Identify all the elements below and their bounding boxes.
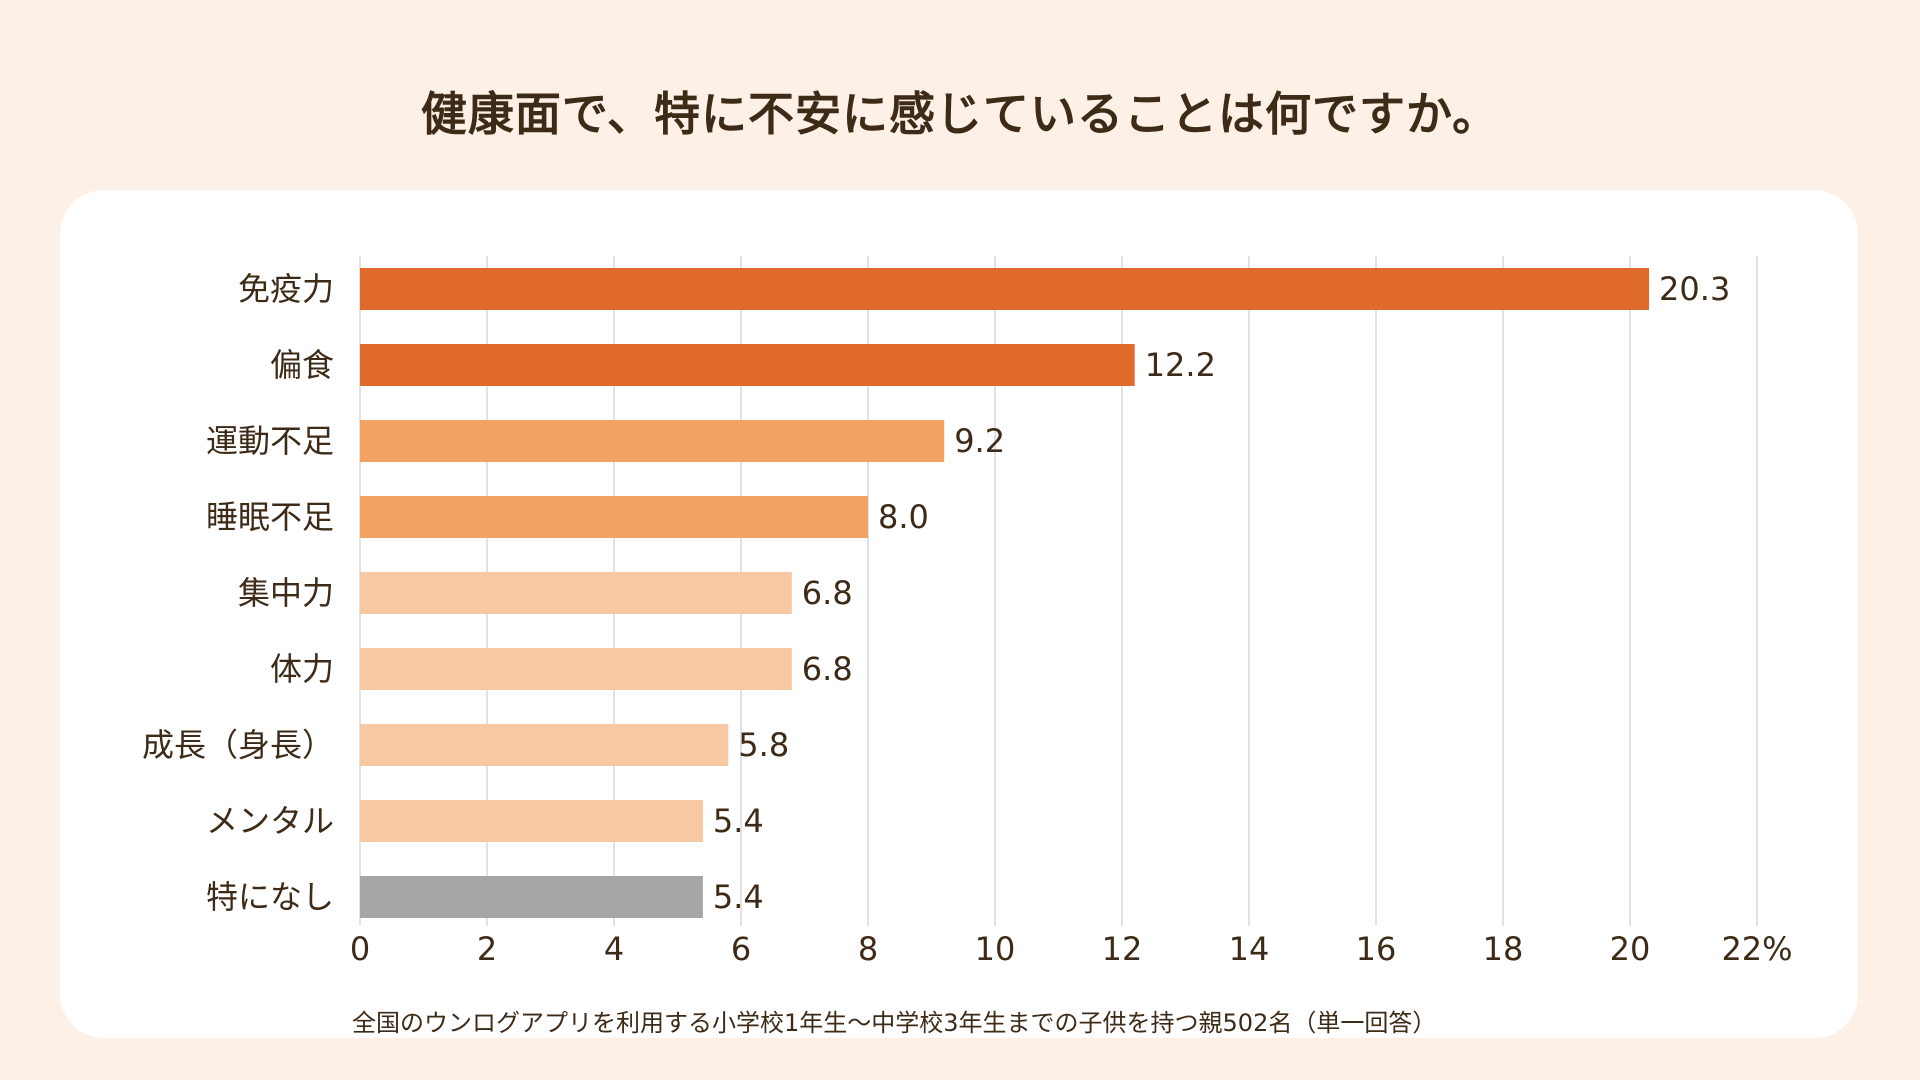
bar-8 [360, 876, 703, 918]
bar-3 [360, 496, 868, 538]
category-label: 体力 [270, 650, 334, 688]
bars [360, 268, 1650, 918]
value-label: 6.8 [802, 574, 853, 612]
bar-7 [360, 800, 703, 842]
category-label: 偏食 [270, 346, 334, 384]
value-label: 5.4 [713, 802, 764, 840]
x-tick-label: 12 [1102, 930, 1143, 968]
category-label: 集中力 [238, 574, 334, 612]
category-label: 特になし [206, 878, 334, 916]
survey-note: 全国のウンログアプリを利用する小学校1年生〜中学校3年生までの子供を持つ親502… [352, 1009, 1437, 1037]
category-label: 運動不足 [206, 422, 334, 460]
bar-2 [360, 420, 945, 462]
x-tick-label: 10 [975, 930, 1016, 968]
value-label: 12.2 [1145, 346, 1216, 384]
bar-1 [360, 344, 1135, 386]
category-label: 成長（身長） [142, 726, 334, 764]
x-tick-label: 22% [1721, 930, 1792, 968]
x-tick-label: 18 [1483, 930, 1524, 968]
value-label: 5.8 [738, 726, 789, 764]
x-tick-label: 2 [477, 930, 497, 968]
value-label: 6.8 [802, 650, 853, 688]
bar-6 [360, 724, 729, 766]
x-tick-label: 20 [1610, 930, 1651, 968]
x-tick-label: 6 [731, 930, 751, 968]
category-label: 免疫力 [238, 270, 334, 308]
x-tick-label: 14 [1229, 930, 1270, 968]
x-tick-label: 16 [1356, 930, 1397, 968]
bar-0 [360, 268, 1650, 310]
x-tick-label: 0 [350, 930, 370, 968]
chart-title: 健康面で、特に不安に感じていることは何ですか。 [420, 87, 1500, 141]
value-label: 8.0 [878, 498, 929, 536]
category-label: メンタル [206, 802, 334, 840]
bar-5 [360, 648, 792, 690]
x-tick-label: 4 [604, 930, 624, 968]
value-label: 5.4 [713, 878, 764, 916]
value-label: 20.3 [1659, 270, 1730, 308]
labels: 0 2 4 6 8 10 12 14 16 18 20 22% 免疫力 20.3 偏食 12.2 運動不足 9.2… [142, 270, 1793, 968]
category-label: 睡眠不足 [206, 498, 334, 536]
bar-4 [360, 572, 792, 614]
x-tick-label: 8 [858, 930, 878, 968]
value-label: 9.2 [954, 422, 1005, 460]
